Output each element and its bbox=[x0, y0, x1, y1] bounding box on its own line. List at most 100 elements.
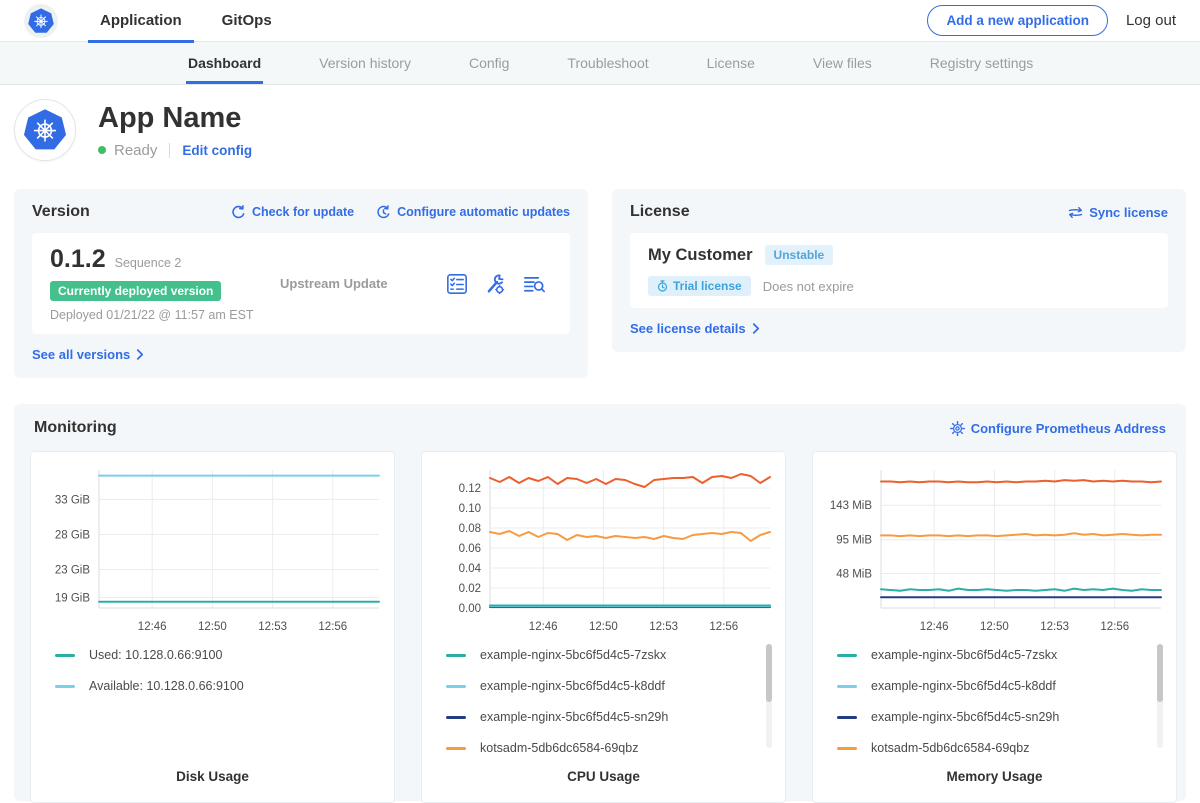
svg-text:19 GiB: 19 GiB bbox=[55, 592, 90, 604]
monitoring-section: Monitoring Configure Prometheus Address … bbox=[14, 404, 1186, 803]
version-card: Version Check for update Configure au bbox=[14, 189, 588, 378]
version-card-title: Version bbox=[32, 203, 90, 220]
svg-text:12:53: 12:53 bbox=[1040, 621, 1069, 633]
svg-text:12:46: 12:46 bbox=[138, 621, 167, 633]
svg-text:12:53: 12:53 bbox=[649, 621, 678, 633]
svg-text:0.00: 0.00 bbox=[459, 603, 481, 615]
cpu-usage-chart-card: 0.12 0.10 0.08 0.06 0.04 0.02 0.00 12:46 12:50 12… bbox=[421, 451, 786, 803]
series-swatch bbox=[446, 684, 466, 688]
svg-text:143 MiB: 143 MiB bbox=[830, 500, 873, 512]
svg-text:95 MiB: 95 MiB bbox=[836, 535, 872, 547]
legend-item[interactable]: kotsadm-5db6dc6584-69qbz bbox=[446, 741, 771, 755]
series-swatch bbox=[55, 653, 75, 657]
series-swatch bbox=[55, 684, 75, 688]
tab-license[interactable]: License bbox=[706, 55, 755, 71]
svg-text:48 MiB: 48 MiB bbox=[836, 569, 872, 581]
chart-title: Memory Usage bbox=[946, 769, 1043, 784]
legend-item[interactable]: Available: 10.128.0.66:9100 bbox=[55, 679, 380, 693]
check-for-update-link[interactable]: Check for update bbox=[231, 204, 354, 220]
legend-item[interactable]: example-nginx-5bc6f5d4c5-7zskx bbox=[446, 648, 771, 662]
stopwatch-icon bbox=[657, 280, 668, 292]
divider bbox=[169, 142, 171, 158]
add-application-button[interactable]: Add a new application bbox=[927, 5, 1108, 36]
cpu-usage-chart: 0.12 0.10 0.08 0.06 0.04 0.02 0.00 12:46 12:50 12… bbox=[459, 470, 771, 633]
legend-item[interactable]: kotsadm-5db6dc6584-69qbz bbox=[837, 741, 1162, 755]
memory-usage-chart-card: 143 MiB 95 MiB 48 MiB 12:46 12:50 12:53 12:56 … bbox=[812, 451, 1177, 803]
legend-item[interactable]: example-nginx-5bc6f5d4c5-sn29h bbox=[446, 710, 771, 724]
series-swatch bbox=[837, 715, 857, 719]
legend-item[interactable]: example-nginx-5bc6f5d4c5-k8ddf bbox=[837, 679, 1162, 693]
tab-registry-settings[interactable]: Registry settings bbox=[929, 55, 1034, 71]
cpu-usage-legend: example-nginx-5bc6f5d4c5-7zskx example-n… bbox=[432, 640, 775, 758]
chevron-right-icon bbox=[137, 349, 144, 360]
svg-text:12:56: 12:56 bbox=[709, 621, 738, 633]
deployed-timestamp: Deployed 01/21/22 @ 11:57 am EST bbox=[50, 308, 254, 322]
sync-icon bbox=[1069, 206, 1083, 218]
ready-status-dot bbox=[98, 146, 106, 154]
see-all-versions-link[interactable]: See all versions bbox=[32, 347, 144, 362]
legend-item[interactable]: example-nginx-5bc6f5d4c5-k8ddf bbox=[446, 679, 771, 693]
svg-text:12:50: 12:50 bbox=[198, 621, 227, 633]
sync-license-link[interactable]: Sync license bbox=[1068, 205, 1168, 220]
see-license-details-link[interactable]: See license details bbox=[630, 321, 760, 336]
series-swatch bbox=[446, 715, 466, 719]
license-summary-row: My Customer Unstable Trial license Does … bbox=[630, 233, 1168, 308]
preflight-checks-icon[interactable] bbox=[446, 273, 468, 295]
chart-title: CPU Usage bbox=[567, 769, 640, 784]
current-version-row: 0.1.2 Sequence 2 Currently deployed vers… bbox=[32, 233, 570, 334]
version-source-label: Upstream Update bbox=[280, 276, 388, 291]
memory-usage-chart: 143 MiB 95 MiB 48 MiB 12:46 12:50 12:53 12:56 bbox=[830, 470, 1162, 633]
monitoring-title: Monitoring bbox=[34, 419, 117, 436]
svg-text:0.04: 0.04 bbox=[459, 563, 482, 575]
page-title: App Name bbox=[98, 101, 242, 134]
app-sub-nav: Dashboard Version history Config Trouble… bbox=[0, 42, 1200, 85]
auto-update-clock-icon bbox=[377, 204, 390, 218]
topnav-tab-label: GitOps bbox=[221, 12, 272, 29]
customer-name: My Customer bbox=[648, 245, 753, 264]
topnav-tab-application[interactable]: Application bbox=[88, 0, 194, 43]
svg-text:0.06: 0.06 bbox=[459, 543, 481, 555]
legend-item[interactable]: example-nginx-5bc6f5d4c5-7zskx bbox=[837, 648, 1162, 662]
svg-text:28 GiB: 28 GiB bbox=[55, 529, 90, 541]
app-header: App Name Ready Edit config bbox=[0, 85, 1200, 177]
legend-item[interactable]: example-nginx-5bc6f5d4c5-sn29h bbox=[837, 710, 1162, 724]
deployed-badge: Currently deployed version bbox=[50, 281, 222, 301]
tab-config[interactable]: Config bbox=[468, 55, 510, 71]
sequence-label: Sequence 2 bbox=[114, 256, 182, 270]
legend-scrollbar[interactable] bbox=[1157, 644, 1163, 748]
gear-icon bbox=[949, 420, 965, 436]
disk-usage-chart: 33 GiB 28 GiB 23 GiB 19 GiB 12:46 12:50 12:53 1… bbox=[55, 470, 380, 633]
svg-text:0.08: 0.08 bbox=[459, 523, 481, 535]
disk-usage-chart-card: 33 GiB 28 GiB 23 GiB 19 GiB 12:46 12:50 12:53 1… bbox=[30, 451, 395, 803]
svg-text:12:53: 12:53 bbox=[258, 621, 287, 633]
series-swatch bbox=[446, 653, 466, 657]
chevron-right-icon bbox=[752, 323, 759, 334]
configure-prometheus-link[interactable]: Configure Prometheus Address bbox=[949, 420, 1166, 436]
tab-view-files[interactable]: View files bbox=[812, 55, 872, 71]
trial-license-badge: Trial license bbox=[648, 276, 751, 296]
edit-config-link[interactable]: Edit config bbox=[182, 142, 253, 158]
edit-config-wrench-icon[interactable] bbox=[484, 273, 506, 295]
series-swatch bbox=[837, 746, 857, 750]
view-diff-icon[interactable] bbox=[522, 273, 546, 295]
tab-troubleshoot[interactable]: Troubleshoot bbox=[567, 55, 649, 71]
disk-usage-legend: Used: 10.128.0.66:9100 Available: 10.128… bbox=[41, 640, 384, 758]
tab-dashboard[interactable]: Dashboard bbox=[186, 42, 264, 84]
status-text: Ready bbox=[114, 141, 158, 159]
configure-automatic-updates-link[interactable]: Configure automatic updates bbox=[376, 204, 570, 220]
svg-text:0.10: 0.10 bbox=[459, 503, 481, 515]
kubernetes-logo-icon[interactable] bbox=[24, 3, 58, 38]
logout-button[interactable]: Log out bbox=[1125, 12, 1176, 29]
legend-item[interactable]: Used: 10.128.0.66:9100 bbox=[55, 648, 380, 662]
svg-text:0.12: 0.12 bbox=[459, 483, 481, 495]
topnav-tab-gitops[interactable]: GitOps bbox=[210, 0, 284, 42]
legend-scrollbar[interactable] bbox=[766, 644, 772, 748]
channel-badge: Unstable bbox=[764, 245, 834, 265]
svg-text:33 GiB: 33 GiB bbox=[55, 494, 90, 506]
tab-version-history[interactable]: Version history bbox=[319, 55, 411, 71]
scrollbar-thumb[interactable] bbox=[766, 644, 772, 702]
series-swatch bbox=[837, 653, 857, 657]
svg-text:12:50: 12:50 bbox=[980, 621, 1009, 633]
version-number: 0.1.2 bbox=[50, 245, 106, 273]
scrollbar-thumb[interactable] bbox=[1157, 644, 1163, 702]
